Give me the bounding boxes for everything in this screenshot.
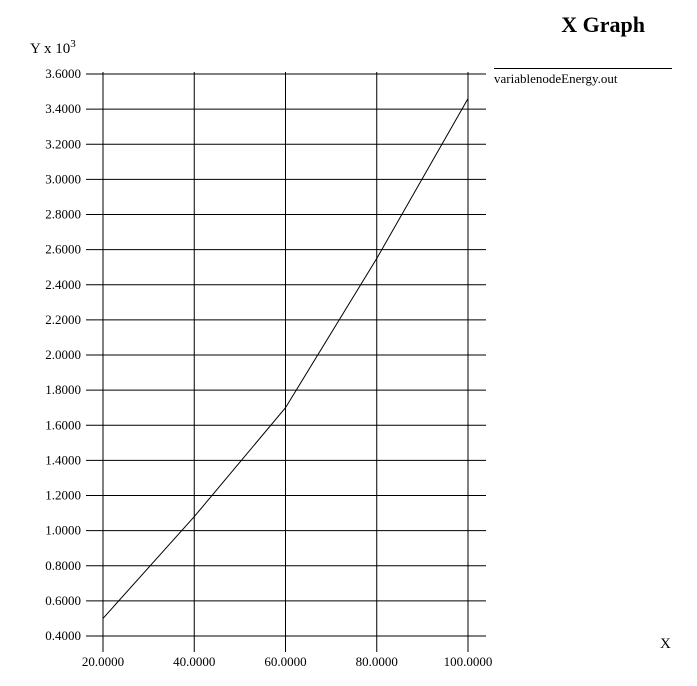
x-tick-label: 60.0000	[264, 654, 306, 669]
y-tick-label: 1.6000	[45, 417, 81, 432]
legend-label: variablenodeEnergy.out	[494, 71, 618, 86]
y-tick-label: 0.8000	[45, 558, 81, 573]
chart-title: X Graph	[561, 12, 645, 37]
y-tick-label: 1.4000	[45, 452, 81, 467]
y-tick-label: 3.0000	[45, 171, 81, 186]
legend: variablenodeEnergy.out	[494, 68, 672, 87]
y-axis-label-exponent: 3	[70, 38, 76, 50]
y-tick-label: 2.0000	[45, 347, 81, 362]
x-tick-labels: 20.0000 40.0000 60.0000 80.0000 100.0000	[82, 654, 493, 669]
x-tick-label: 80.0000	[356, 654, 398, 669]
y-tick-label: 0.4000	[45, 628, 81, 643]
x-tick-label: 100.0000	[444, 654, 493, 669]
x-tick-label: 20.0000	[82, 654, 124, 669]
y-tick-label: 3.2000	[45, 136, 81, 151]
series-line	[102, 98, 469, 619]
grid	[86, 72, 486, 652]
y-tick-label: 0.6000	[45, 593, 81, 608]
y-tick-label: 2.2000	[45, 312, 81, 327]
y-tick-label: 3.4000	[45, 101, 81, 116]
y-tick-label: 2.6000	[45, 242, 81, 257]
y-tick-label: 1.2000	[45, 488, 81, 503]
x-tick-label: 40.0000	[173, 654, 215, 669]
y-tick-labels: 0.4000 0.6000 0.8000 1.0000 1.2000 1.4000 1.60…	[45, 66, 81, 643]
y-axis-label-text: Y x 10	[30, 41, 71, 57]
y-tick-label: 2.8000	[45, 207, 81, 222]
y-tick-label: 1.0000	[45, 523, 81, 538]
y-tick-label: 1.8000	[45, 382, 81, 397]
y-axis-label: Y x 103	[30, 38, 76, 58]
y-tick-label: 3.6000	[45, 66, 81, 81]
series	[102, 98, 469, 619]
y-tick-label: 2.4000	[45, 277, 81, 292]
x-axis-label: X	[660, 636, 671, 652]
